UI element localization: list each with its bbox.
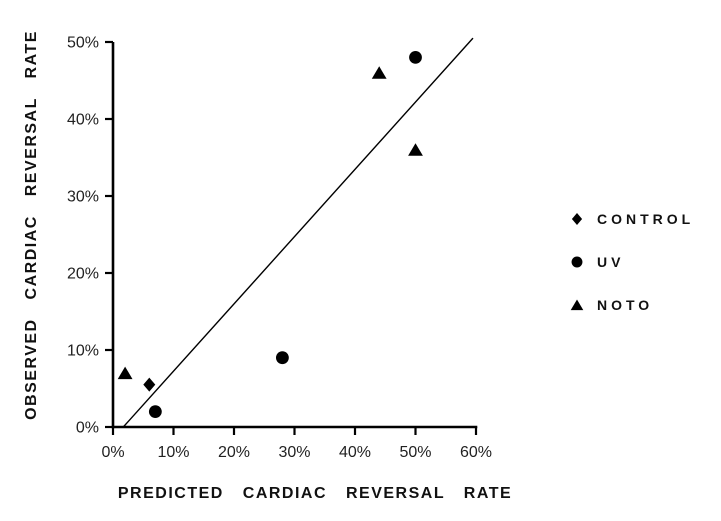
y-tick-label: 50% bbox=[67, 35, 99, 52]
x-tick-label: 60% bbox=[460, 444, 492, 461]
data-point-control bbox=[143, 377, 156, 392]
x-tick-label: 40% bbox=[339, 444, 371, 461]
data-point-noto bbox=[371, 66, 387, 79]
legend-label: UV bbox=[597, 254, 625, 270]
y-tick-label: 40% bbox=[67, 112, 99, 129]
diamond-icon bbox=[571, 213, 583, 225]
y-tick-label: 0% bbox=[76, 420, 99, 437]
y-tick-label: 10% bbox=[67, 343, 99, 360]
x-tick-label: 20% bbox=[218, 444, 250, 461]
data-point-noto bbox=[117, 366, 133, 380]
legend: CONTROL UV NOTO bbox=[569, 211, 694, 313]
circle-icon bbox=[571, 256, 583, 268]
data-point-uv bbox=[409, 51, 422, 64]
x-tick-label: 10% bbox=[157, 444, 189, 461]
triangle-icon bbox=[570, 299, 584, 311]
diamond-icon bbox=[571, 213, 583, 225]
data-point-uv bbox=[276, 351, 289, 365]
triangle-icon bbox=[570, 299, 584, 311]
x-tick-label: 0% bbox=[101, 444, 124, 461]
x-axis-title: PREDICTED CARDIAC REVERSAL RATE bbox=[117, 485, 513, 502]
data-point-uv bbox=[148, 405, 162, 418]
x-tick-label: 30% bbox=[278, 444, 310, 461]
legend-item-noto: NOTO bbox=[569, 297, 694, 313]
legend-item-uv: UV bbox=[569, 254, 694, 270]
legend-label: NOTO bbox=[597, 297, 654, 313]
legend-item-control: CONTROL bbox=[569, 211, 694, 227]
y-tick-label: 30% bbox=[67, 189, 99, 206]
circle-icon bbox=[571, 256, 583, 268]
x-tick-label: 50% bbox=[399, 444, 431, 461]
y-axis-title: OBSERVED CARDIAC REVERSAL RATE bbox=[23, 30, 40, 420]
data-point-noto bbox=[408, 143, 423, 156]
y-tick-label: 20% bbox=[67, 266, 99, 283]
legend-label: CONTROL bbox=[597, 211, 695, 227]
fit-line bbox=[122, 37, 474, 428]
